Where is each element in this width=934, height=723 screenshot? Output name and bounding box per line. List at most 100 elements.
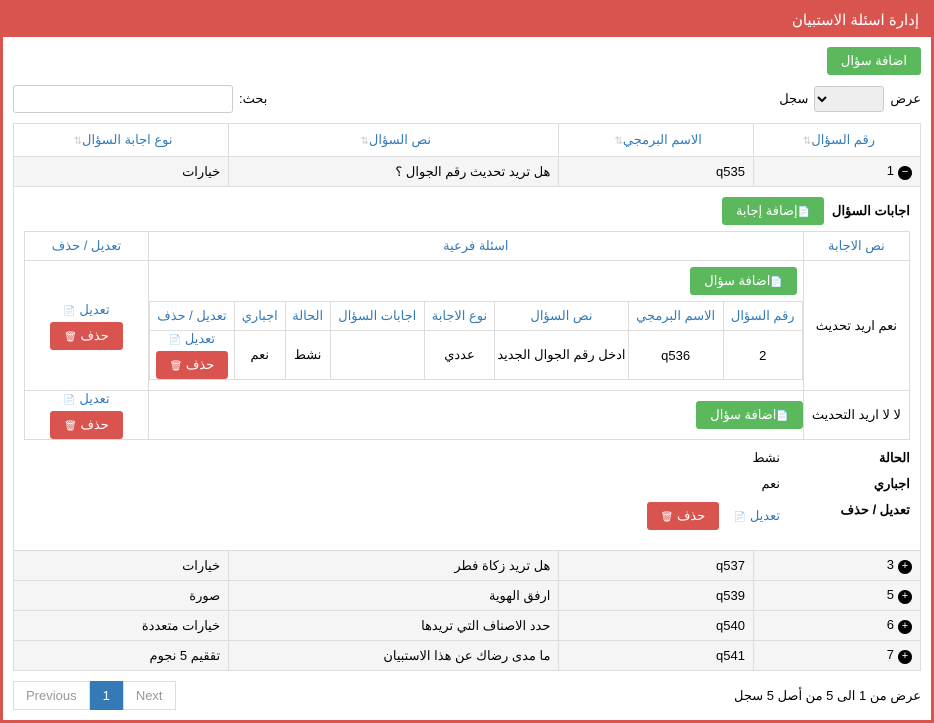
table-info: عرض من 1 الى 5 من أصل 5 سجل — [734, 688, 921, 704]
cell-type: صورة — [14, 581, 229, 611]
answer-text: لا لا اريد التحديث — [803, 391, 909, 440]
document-icon — [776, 407, 788, 422]
add-question-button[interactable]: اضافة سؤال — [827, 47, 921, 75]
ncol-status: الحالة — [285, 302, 330, 331]
cell-no: 5 — [887, 587, 894, 602]
table-row: 1 q535 هل تريد تحديث رقم الجوال ؟ خيارات — [14, 157, 921, 187]
sort-icon: ⇅ — [361, 136, 369, 147]
ncol-answers: اجابات السؤال — [330, 302, 424, 331]
trash-icon — [64, 417, 77, 432]
edit-link[interactable]: تعديل — [63, 391, 109, 407]
sort-icon: ⇅ — [614, 136, 622, 147]
trash-icon — [170, 357, 183, 372]
trash-icon — [661, 508, 674, 523]
ncol-mandatory: اجباري — [234, 302, 285, 331]
search-input[interactable] — [13, 85, 233, 113]
cell-code: q539 — [559, 581, 754, 611]
nested-questions-table: رقم السؤال الاسم البرمجي نص السؤال نوع ا… — [149, 301, 803, 380]
cell-code: q541 — [559, 641, 754, 671]
add-nested-question-button[interactable]: اضافة سؤال — [696, 401, 803, 429]
ncell-no: 2 — [723, 331, 802, 380]
expanded-row: اجابات السؤال إضافة إجابة نص الاجابة اسئ… — [14, 187, 921, 551]
ncol-no: رقم السؤال — [723, 302, 802, 331]
prev-button[interactable]: Previous — [13, 681, 90, 710]
page-size-select[interactable] — [814, 86, 884, 112]
edit-delete-label: تعديل / حذف — [810, 502, 910, 530]
next-button[interactable]: Next — [123, 681, 176, 710]
cell-text: هل تريد تحديث رقم الجوال ؟ — [229, 157, 559, 187]
expand-icon[interactable] — [898, 620, 912, 634]
cell-no: 1 — [887, 163, 894, 178]
ncell-code: q536 — [628, 331, 723, 380]
ncell-text: ادخل رقم الجوال الجديد — [495, 331, 628, 380]
status-value: نشط — [752, 450, 780, 466]
col-sub-questions: اسئلة فرعية — [148, 232, 803, 261]
trash-icon — [64, 328, 77, 343]
mandatory-label: اجباري — [810, 476, 910, 492]
panel-title: إدارة اسئلة الاستبيان — [3, 3, 931, 37]
records-label: سجل — [779, 91, 808, 107]
cell-code: q540 — [559, 611, 754, 641]
col-question-no[interactable]: رقم السؤال⇅ — [753, 124, 920, 157]
cell-text: ما مدى رضاك عن هذا الاستبيان — [229, 641, 559, 671]
delete-button[interactable]: حذف — [156, 351, 229, 379]
expand-icon[interactable] — [898, 650, 912, 664]
cell-no: 6 — [887, 617, 894, 632]
document-icon — [734, 508, 746, 523]
table-row: 6 q540 حدد الاصناف التي تريدها خيارات مت… — [14, 611, 921, 641]
ncol-code: الاسم البرمجي — [628, 302, 723, 331]
col-answer-type[interactable]: نوع اجابة السؤال⇅ — [14, 124, 229, 157]
show-label: عرض — [890, 91, 921, 107]
answers-label: اجابات السؤال — [832, 203, 910, 219]
ncol-type: نوع الاجابة — [424, 302, 495, 331]
ncell-answers — [330, 331, 424, 380]
ncol-text: نص السؤال — [495, 302, 628, 331]
col-question-text[interactable]: نص السؤال⇅ — [229, 124, 559, 157]
status-label: الحالة — [810, 450, 910, 466]
document-icon — [63, 302, 75, 317]
edit-link[interactable]: تعديل — [169, 331, 215, 347]
delete-button[interactable]: حذف — [647, 502, 720, 530]
table-row: 5 q539 ارفق الهوية صورة — [14, 581, 921, 611]
delete-button[interactable]: حذف — [50, 411, 123, 439]
cell-code: q535 — [559, 157, 754, 187]
table-row: 3 q537 هل تريد زكاة فطر خيارات — [14, 551, 921, 581]
delete-button[interactable]: حذف — [50, 322, 123, 350]
cell-text: هل تريد زكاة فطر — [229, 551, 559, 581]
expand-icon[interactable] — [898, 590, 912, 604]
cell-type: خيارات — [14, 551, 229, 581]
document-icon — [63, 391, 75, 406]
collapse-icon[interactable] — [898, 166, 912, 180]
search-label: بحث: — [239, 91, 267, 107]
add-nested-question-button[interactable]: اضافة سؤال — [690, 267, 797, 295]
document-icon — [169, 331, 181, 346]
cell-no: 7 — [887, 647, 894, 662]
document-icon — [798, 203, 810, 218]
cell-text: ارفق الهوية — [229, 581, 559, 611]
document-icon — [770, 273, 782, 288]
sort-icon: ⇅ — [74, 136, 82, 147]
col-code-name[interactable]: الاسم البرمجي⇅ — [559, 124, 754, 157]
nested-row: 2 q536 ادخل رقم الجوال الجديد عددي نشط — [149, 331, 802, 380]
col-edit-delete: تعديل / حذف — [25, 232, 149, 261]
cell-text: حدد الاصناف التي تريدها — [229, 611, 559, 641]
cell-code: q537 — [559, 551, 754, 581]
answers-table: نص الاجابة اسئلة فرعية تعديل / حذف نعم ا… — [24, 231, 910, 440]
ncell-type: عددي — [424, 331, 495, 380]
edit-link[interactable]: تعديل — [63, 302, 109, 318]
add-answer-button[interactable]: إضافة إجابة — [722, 197, 824, 225]
cell-type: خيارات متعددة — [14, 611, 229, 641]
questions-table: رقم السؤال⇅ الاسم البرمجي⇅ نص السؤال⇅ نو… — [13, 123, 921, 671]
cell-type: خيارات — [14, 157, 229, 187]
ncell-mandatory: نعم — [234, 331, 285, 380]
cell-type: تققيم 5 نجوم — [14, 641, 229, 671]
page-1-button[interactable]: 1 — [90, 681, 123, 710]
answer-text: نعم اريد تحديث — [803, 261, 909, 391]
edit-link[interactable]: تعديل — [734, 508, 780, 524]
ncol-edit-delete: تعديل / حذف — [149, 302, 234, 331]
table-row: 7 q541 ما مدى رضاك عن هذا الاستبيان تققي… — [14, 641, 921, 671]
cell-no: 3 — [887, 557, 894, 572]
expand-icon[interactable] — [898, 560, 912, 574]
answer-row: نعم اريد تحديث اضافة سؤال — [25, 261, 910, 391]
ncell-status: نشط — [285, 331, 330, 380]
